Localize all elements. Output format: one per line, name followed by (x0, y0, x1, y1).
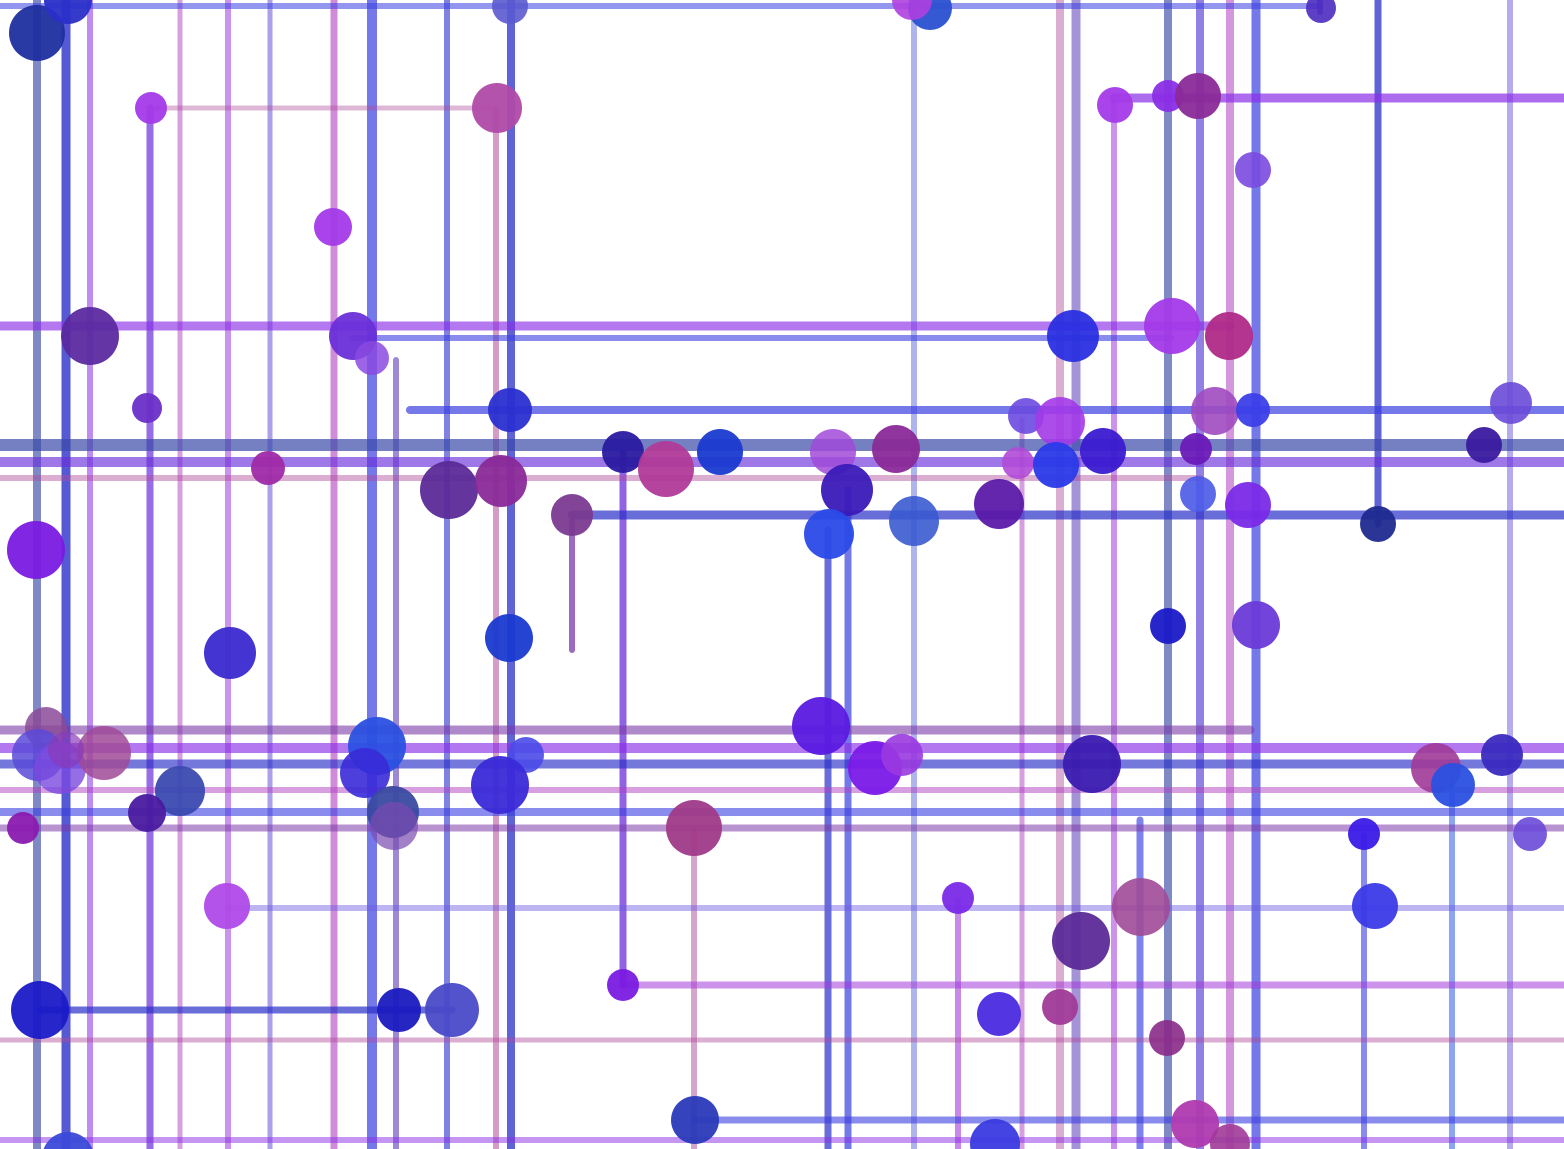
dot (314, 208, 352, 246)
dot (1348, 818, 1380, 850)
dot (821, 464, 873, 516)
dot (425, 983, 479, 1037)
dot (1513, 817, 1547, 851)
dot (485, 614, 533, 662)
dot (1002, 447, 1034, 479)
dot (9, 5, 65, 61)
dot (551, 494, 593, 536)
dot (1152, 80, 1184, 112)
dot (204, 883, 250, 929)
dot (1035, 397, 1085, 447)
dot (1352, 883, 1398, 929)
dot (1490, 382, 1532, 424)
dot (475, 455, 527, 507)
dot (872, 425, 920, 473)
dot (43, 1132, 93, 1149)
dot (1047, 310, 1099, 362)
dot (471, 756, 529, 814)
dot (607, 969, 639, 1001)
dot (1149, 1020, 1185, 1056)
dot (204, 627, 256, 679)
dot (77, 726, 131, 780)
dot (135, 92, 167, 124)
dot (1306, 0, 1336, 23)
dot (1171, 1100, 1219, 1148)
dot (638, 441, 694, 497)
dot (892, 0, 932, 20)
dot (1112, 878, 1170, 936)
dot (1236, 393, 1270, 427)
dot (1481, 734, 1523, 776)
dot (420, 461, 478, 519)
dot (377, 988, 421, 1032)
dot (48, 732, 84, 768)
dot (1008, 398, 1044, 434)
dot (804, 509, 854, 559)
dots-group (7, 0, 1547, 1149)
dot (251, 451, 285, 485)
dot (488, 388, 532, 432)
dot (1205, 312, 1253, 360)
dot (1235, 152, 1271, 188)
dot (602, 431, 644, 473)
dot (1042, 989, 1078, 1025)
dot (697, 429, 743, 475)
dot (1080, 428, 1126, 474)
dot (810, 429, 856, 475)
dot (7, 521, 65, 579)
dot (1466, 427, 1502, 463)
dot (1360, 506, 1396, 542)
dot (1175, 73, 1221, 119)
dot (1063, 735, 1121, 793)
dot (1225, 482, 1271, 528)
dot (792, 697, 850, 755)
dot (1150, 608, 1186, 644)
dot (970, 1119, 1020, 1149)
dot (1180, 433, 1212, 465)
dot (1180, 476, 1216, 512)
dot (7, 812, 39, 844)
dot (942, 882, 974, 914)
dot (61, 307, 119, 365)
dot (492, 0, 528, 24)
dot (974, 479, 1024, 529)
dot (881, 734, 923, 776)
dot (340, 748, 390, 798)
dot (132, 393, 162, 423)
dot (1232, 601, 1280, 649)
dot (1144, 298, 1200, 354)
dot (370, 802, 418, 850)
dot (355, 341, 389, 375)
dot (671, 1096, 719, 1144)
dot (472, 83, 522, 133)
dot (1210, 1124, 1250, 1149)
dot (1052, 912, 1110, 970)
dot (1191, 387, 1239, 435)
dot (666, 800, 722, 856)
dot (1431, 763, 1475, 807)
dot (11, 981, 69, 1039)
dot (128, 794, 166, 832)
dot (155, 766, 205, 816)
dot (889, 496, 939, 546)
dot (1097, 87, 1133, 123)
dot (44, 0, 92, 24)
dot (1033, 442, 1079, 488)
dot (977, 992, 1021, 1036)
